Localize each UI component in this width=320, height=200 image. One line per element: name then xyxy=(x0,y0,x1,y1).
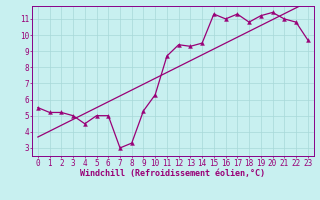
X-axis label: Windchill (Refroidissement éolien,°C): Windchill (Refroidissement éolien,°C) xyxy=(80,169,265,178)
